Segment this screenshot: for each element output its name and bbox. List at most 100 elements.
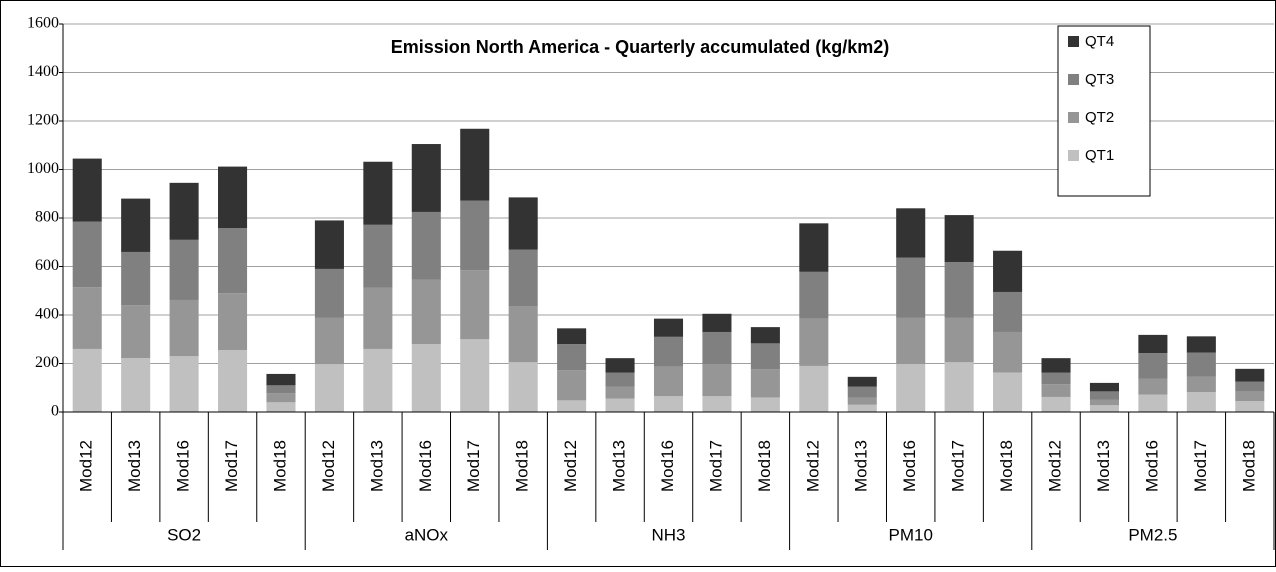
y-tick-label: 800 bbox=[35, 209, 59, 226]
bar-segment bbox=[1089, 382, 1119, 392]
bar-segment bbox=[411, 211, 441, 280]
x-tick-label: Mod18 bbox=[755, 440, 774, 492]
bar-segment bbox=[1235, 381, 1265, 392]
x-tick-label: Mod16 bbox=[658, 440, 677, 492]
bar-segment bbox=[653, 396, 684, 412]
bar-segment bbox=[557, 400, 587, 412]
bar-segment bbox=[1138, 353, 1168, 379]
bar-segment bbox=[411, 344, 441, 412]
x-tick-label: Mod16 bbox=[900, 440, 919, 492]
x-tick-label: Mod13 bbox=[367, 440, 386, 492]
bar-segment bbox=[993, 372, 1023, 412]
y-tick-label: 400 bbox=[35, 306, 59, 323]
bar-segment bbox=[1138, 394, 1168, 412]
group-label: PM10 bbox=[888, 525, 932, 544]
bar-segment bbox=[218, 166, 248, 229]
bar-segment bbox=[218, 228, 248, 294]
y-tick-label: 1200 bbox=[27, 112, 59, 129]
bar-segment bbox=[72, 287, 102, 349]
bar-segment bbox=[557, 344, 587, 371]
bar-segment bbox=[702, 313, 732, 332]
x-tick-label: Mod16 bbox=[1142, 440, 1161, 492]
bar-segment bbox=[653, 366, 684, 397]
x-tick-label: Mod12 bbox=[77, 440, 96, 492]
bar-segment bbox=[1089, 405, 1119, 412]
bar-segment bbox=[121, 305, 151, 359]
bar-segment bbox=[169, 356, 199, 412]
bar-segment bbox=[1041, 372, 1071, 385]
bar-segment bbox=[896, 208, 926, 258]
bar-segment bbox=[121, 358, 151, 412]
x-tick-label: Mod18 bbox=[513, 440, 532, 492]
x-tick-label: Mod17 bbox=[1191, 440, 1210, 492]
bar-segment bbox=[266, 385, 296, 394]
legend-swatch bbox=[1068, 74, 1079, 85]
y-tick-label: 1400 bbox=[27, 63, 59, 80]
bar-segment bbox=[653, 336, 684, 367]
legend-swatch bbox=[1068, 36, 1079, 47]
bar-segment bbox=[411, 279, 441, 345]
y-tick-label: 1600 bbox=[27, 15, 59, 32]
bar-segment bbox=[750, 369, 780, 398]
bar-segment bbox=[799, 271, 829, 319]
legend-label: QT1 bbox=[1085, 147, 1114, 164]
bar-segment bbox=[702, 363, 732, 397]
bar-segment bbox=[314, 268, 344, 318]
bar-segment bbox=[557, 370, 587, 401]
bar-segment bbox=[1138, 378, 1168, 395]
bar-segment bbox=[508, 249, 538, 307]
bar-segment bbox=[363, 348, 393, 412]
bar-segment bbox=[169, 239, 199, 300]
bar-segment bbox=[993, 331, 1023, 373]
bar-segment bbox=[169, 182, 199, 240]
legend-box bbox=[1057, 25, 1151, 197]
x-tick-label: Mod12 bbox=[319, 440, 338, 492]
y-tick-label: 1000 bbox=[27, 160, 59, 177]
bar-segment bbox=[266, 373, 296, 386]
bar-segment bbox=[1041, 384, 1071, 397]
x-tick-label: Mod18 bbox=[997, 440, 1016, 492]
bar-segment bbox=[218, 350, 248, 412]
bar-segment bbox=[847, 397, 877, 405]
group-label: aNOx bbox=[405, 525, 449, 544]
bar-segment bbox=[266, 402, 296, 412]
bar-segment bbox=[896, 363, 926, 412]
bar-segment bbox=[508, 197, 538, 250]
legend-swatch bbox=[1068, 112, 1079, 123]
x-tick-label: Mod17 bbox=[949, 440, 968, 492]
bar-segment bbox=[1186, 336, 1216, 353]
bar-segment bbox=[508, 306, 538, 363]
bar-segment bbox=[847, 404, 877, 412]
bar-segment bbox=[799, 318, 829, 366]
bar-segment bbox=[508, 362, 538, 412]
y-tick-label: 600 bbox=[35, 257, 59, 274]
bar-segment bbox=[460, 200, 490, 271]
bar-segment bbox=[799, 365, 829, 412]
bar-segment bbox=[944, 317, 974, 363]
x-tick-label: Mod17 bbox=[464, 440, 483, 492]
x-tick-label: Mod12 bbox=[803, 440, 822, 492]
bar-segment bbox=[314, 220, 344, 269]
bar-segment bbox=[653, 318, 684, 337]
bar-segment bbox=[1089, 399, 1119, 406]
bar-segment bbox=[750, 327, 780, 344]
bar-segment bbox=[1138, 334, 1168, 354]
x-tick-label: Mod13 bbox=[852, 440, 871, 492]
bar-segment bbox=[993, 250, 1023, 292]
bar-segment bbox=[605, 398, 635, 412]
bar-segment bbox=[557, 328, 587, 345]
x-tick-label: Mod13 bbox=[610, 440, 629, 492]
bar-segment bbox=[944, 262, 974, 318]
bar-segment bbox=[121, 251, 151, 306]
chart-title: Emission North America - Quarterly accum… bbox=[391, 37, 889, 57]
bar-segment bbox=[363, 224, 393, 288]
y-tick-label: 0 bbox=[51, 403, 59, 420]
bar-segment bbox=[72, 221, 102, 288]
bar-segment bbox=[750, 397, 780, 412]
bar-segment bbox=[314, 364, 344, 412]
group-label: NH3 bbox=[651, 525, 685, 544]
group-label: PM2.5 bbox=[1128, 525, 1177, 544]
bar-segment bbox=[944, 362, 974, 412]
x-tick-label: Mod12 bbox=[1046, 440, 1065, 492]
